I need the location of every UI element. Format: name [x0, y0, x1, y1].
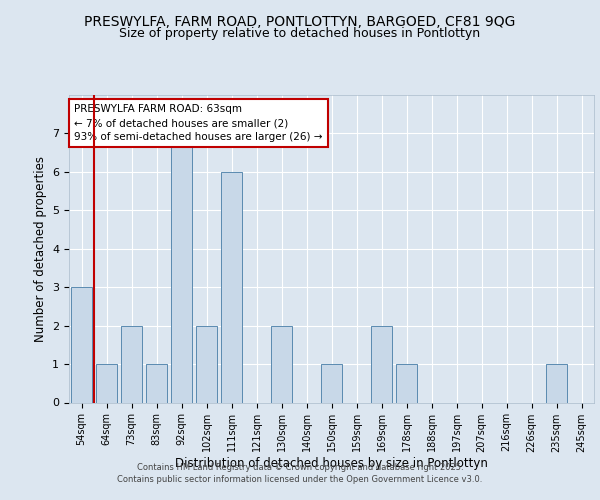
Bar: [196, 326, 217, 402]
Y-axis label: Number of detached properties: Number of detached properties: [34, 156, 47, 342]
Text: PRESWYLFA FARM ROAD: 63sqm
← 7% of detached houses are smaller (2)
93% of semi-d: PRESWYLFA FARM ROAD: 63sqm ← 7% of detac…: [74, 104, 323, 142]
Bar: [271, 326, 292, 402]
Bar: [146, 364, 167, 403]
Bar: [546, 364, 567, 403]
Bar: [96, 364, 117, 403]
Text: Contains HM Land Registry data © Crown copyright and database right 2025.: Contains HM Land Registry data © Crown c…: [137, 464, 463, 472]
Bar: [321, 364, 342, 403]
Bar: [71, 287, 92, 403]
Bar: [121, 326, 142, 402]
Text: Contains public sector information licensed under the Open Government Licence v3: Contains public sector information licen…: [118, 474, 482, 484]
Text: PRESWYLFA, FARM ROAD, PONTLOTTYN, BARGOED, CF81 9QG: PRESWYLFA, FARM ROAD, PONTLOTTYN, BARGOE…: [85, 15, 515, 29]
Bar: [221, 172, 242, 402]
X-axis label: Distribution of detached houses by size in Pontlottyn: Distribution of detached houses by size …: [175, 457, 488, 470]
Text: Size of property relative to detached houses in Pontlottyn: Size of property relative to detached ho…: [119, 28, 481, 40]
Bar: [396, 364, 417, 403]
Bar: [171, 134, 192, 402]
Bar: [371, 326, 392, 402]
